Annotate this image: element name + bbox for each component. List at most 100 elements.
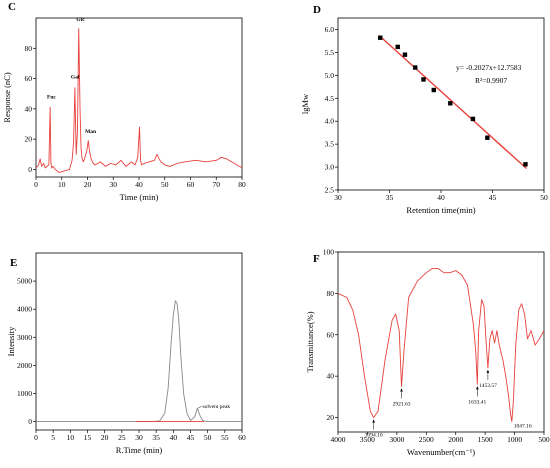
x-tick-label: 0 (34, 433, 38, 442)
panel-label: C (8, 1, 16, 13)
data-point (448, 101, 453, 106)
x-tick-label: 1500 (478, 435, 493, 444)
y-tick-label: 2.5 (325, 186, 335, 195)
plot-frame (35, 17, 243, 178)
peak-label: Glc (76, 17, 85, 23)
y-tick-label: 6.0 (325, 25, 335, 34)
y-tick-label: 1000 (17, 389, 32, 398)
annotation-arrowhead (372, 419, 376, 423)
x-axis-label: Time (min) (120, 192, 159, 202)
y-tick-label: 4000 (17, 305, 32, 314)
data-point (413, 65, 418, 70)
plot-frame (337, 17, 545, 191)
y-tick-label: 20 (327, 413, 335, 422)
x-tick-label: 70 (213, 180, 221, 189)
data-point (431, 87, 436, 93)
x-tick-label: 10 (67, 433, 75, 442)
x-axis-label: Wavenumber(cm⁻¹) (407, 447, 475, 457)
y-tick-label: 5.0 (325, 71, 335, 80)
chart-panel-d: D 30 35 40 45 50 2.5 3.0 3.5 4.0 4.5 5.0 5.5 6.0 Reten… (300, 4, 548, 215)
annotation-leader (198, 405, 202, 409)
peak-label: Gal (71, 75, 80, 81)
annotation-arrowhead (475, 386, 479, 390)
x-tick-label: 50 (161, 180, 169, 189)
y-tick-label: 80 (25, 44, 33, 53)
x-tick-label: 50 (204, 433, 212, 442)
annotation-label: 3394.10 (365, 433, 383, 439)
fit-r-squared: R²=0.9907 (475, 76, 507, 85)
fit-line (378, 35, 527, 170)
data-point (485, 135, 490, 140)
x-tick-label: 45 (187, 433, 195, 442)
chart-panel-f: F 4000 3500 3000 2500 2000 1500 1000 500 20 40 60 80… (305, 248, 550, 458)
y-tick-label: 3.0 (325, 163, 335, 172)
x-tick-label: 5 (51, 433, 55, 442)
x-tick-label: 3000 (389, 435, 404, 444)
y-tick-label: 5.5 (325, 48, 335, 57)
x-tick-label: 500 (538, 435, 550, 444)
y-axis-label: Response (nC) (2, 72, 12, 122)
data-point (523, 162, 528, 167)
x-tick-label: 40 (437, 193, 445, 202)
annotation-label: solvent peak (203, 404, 231, 410)
y-tick-label: 60 (327, 330, 335, 339)
x-tick-label: 20 (101, 433, 109, 442)
x-tick-label: 55 (221, 433, 229, 442)
x-tick-label: 40 (135, 180, 143, 189)
x-tick-label: 50 (540, 193, 548, 202)
x-tick-label: 1000 (507, 435, 522, 444)
x-tick-label: 4000 (331, 435, 346, 444)
annotation-label: 1453.57 (479, 383, 497, 389)
fit-equation: y= -0.2027x+12.7583 (456, 63, 522, 72)
x-tick-label: 35 (386, 193, 394, 202)
y-tick-label: 4.0 (325, 117, 335, 126)
x-tick-label: 3500 (360, 435, 375, 444)
chart-panel-c: C 0 10 20 30 40 50 60 70 80 0 20 40 60 80 Time (min) Res… (2, 1, 246, 202)
peak-label: Man (85, 129, 96, 135)
y-tick-label: 40 (25, 104, 33, 113)
data-point (378, 35, 383, 40)
annotation-label: 1633.41 (468, 399, 486, 405)
y-tick-label: 20 (25, 135, 33, 144)
y-tick-label: 80 (327, 289, 335, 298)
data-point (402, 52, 408, 57)
y-axis-label: Intensity (6, 326, 16, 356)
y-tick-label: 0 (28, 165, 32, 174)
x-tick-label: 15 (84, 433, 92, 442)
chart-panel-e: E 0 5 10 15 20 25 30 35 40 45 50 55 60 0 1000 2000 3000 40… (6, 252, 246, 455)
x-tick-label: 20 (84, 180, 92, 189)
panel-label: F (313, 253, 320, 265)
x-tick-label: 25 (118, 433, 126, 442)
plot-frame (337, 251, 545, 433)
panel-label: E (10, 257, 17, 269)
x-tick-label: 10 (58, 180, 66, 189)
annotation-arrowhead (400, 388, 403, 392)
y-tick-label: 40 (327, 372, 335, 381)
y-tick-label: 3.5 (325, 140, 335, 149)
y-axis-label: lgMw (300, 93, 310, 114)
annotation-label: 1047.16 (514, 424, 532, 430)
data-point (421, 77, 426, 82)
x-tick-label: 30 (110, 180, 118, 189)
x-tick-label: 2500 (419, 435, 434, 444)
y-tick-label: 3000 (17, 333, 32, 342)
data-point (470, 116, 476, 122)
y-tick-label: 2000 (17, 361, 32, 370)
x-axis-label: Retention time(min) (406, 205, 475, 215)
series-line-0 (36, 28, 242, 173)
x-tick-label: 60 (187, 180, 195, 189)
peak-label: Fuc (47, 94, 56, 100)
x-tick-label: 45 (489, 193, 497, 202)
y-tick-label: 5000 (17, 277, 32, 286)
annotation-label: 2921.63 (393, 401, 411, 407)
x-tick-label: 30 (135, 433, 143, 442)
series-line-0 (338, 268, 544, 423)
data-point (395, 44, 400, 50)
x-tick-label: 0 (34, 180, 38, 189)
y-tick-label: 4.5 (325, 94, 335, 103)
y-tick-label: 100 (323, 248, 335, 257)
x-tick-label: 60 (238, 433, 246, 442)
x-tick-label: 35 (152, 433, 160, 442)
y-tick-label: 60 (25, 74, 33, 83)
